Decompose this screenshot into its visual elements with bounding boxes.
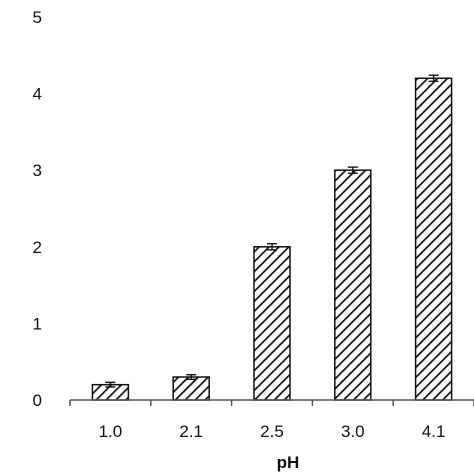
error-bars-group [105, 74, 439, 388]
y-tick-label: 2 [33, 238, 42, 257]
error-bar [105, 381, 116, 388]
bars-group [91, 77, 453, 401]
y-tick-label: 0 [33, 391, 42, 410]
x-axis-ticks: 1.0 2.1 2.5 3.0 4.1 [69, 400, 474, 441]
y-tick-label: 1 [33, 314, 42, 333]
y-tick-label: 5 [33, 8, 42, 27]
x-tick-label: 3.0 [341, 422, 365, 441]
error-bar [186, 374, 197, 381]
bar [172, 376, 210, 401]
y-tick-label: 3 [33, 161, 42, 180]
y-tick-label: 4 [33, 85, 42, 104]
x-tick-label: 2.1 [179, 422, 203, 441]
x-tick-label: 1.0 [99, 422, 123, 441]
x-tick-label: 4.1 [422, 422, 446, 441]
error-bar [347, 166, 358, 174]
x-axis-title: pH [277, 453, 300, 472]
bar [414, 77, 453, 401]
bar [253, 246, 291, 401]
x-tick-label: 2.5 [260, 422, 284, 441]
y-axis-ticks: 0 1 2 3 4 5 [33, 8, 42, 410]
bar [334, 169, 372, 401]
error-bar [428, 74, 439, 83]
error-bar [267, 243, 277, 251]
